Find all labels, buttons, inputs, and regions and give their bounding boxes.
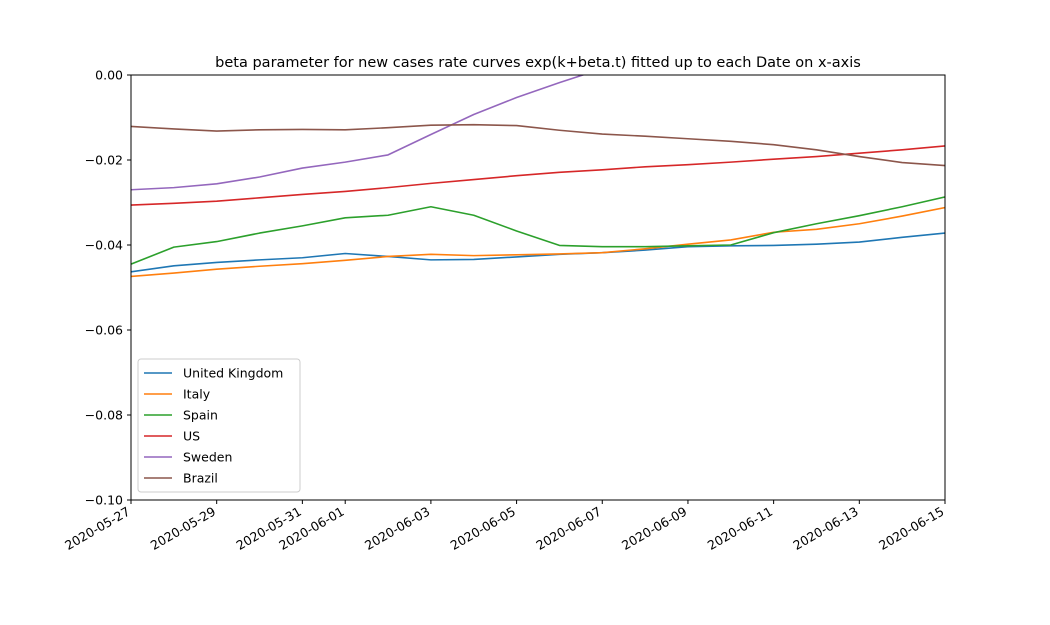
series-line-spain [131,196,945,265]
legend-label: US [183,429,200,444]
legend-label: Sweden [183,450,232,465]
series-line-united-kingdom [131,232,945,273]
x-tick-label: 2020-06-05 [448,504,518,553]
x-tick-label: 2020-06-11 [705,504,775,553]
y-tick-label: 0.00 [95,68,123,83]
legend-label: United Kingdom [183,366,283,381]
y-tick-label: −0.10 [85,493,123,508]
legend-box [137,358,301,493]
legend-label: Spain [183,408,218,423]
series-line-sweden [131,75,586,191]
x-tick-label: 2020-05-27 [62,504,132,553]
legend-label: Italy [183,387,211,402]
series-line-us [131,145,945,206]
x-tick-label: 2020-06-13 [790,504,860,553]
x-tick-label: 2020-06-09 [619,504,689,553]
x-tick-label: 2020-06-15 [876,504,946,553]
series-layer [131,75,945,278]
y-tick-label: −0.04 [85,238,123,253]
plot-frame [130,74,946,501]
y-tick-label: −0.06 [85,323,123,338]
legend-label: Brazil [183,471,218,486]
legend: United Kingdom Italy Spain US Sweden Brazil [137,358,301,493]
y-axis: 0.00 −0.02 −0.04 −0.06 −0.08 −0.10 [85,68,131,508]
x-tick-label: 2020-05-29 [148,504,218,553]
y-tick-label: −0.02 [85,153,123,168]
series-line-italy [131,206,945,278]
series-line-brazil [131,123,945,167]
x-axis: 2020-05-27 2020-05-29 2020-05-312020-06-01… [62,500,947,553]
y-tick-label: −0.08 [85,408,123,423]
x-tick-label: 2020-06-07 [533,504,603,553]
x-tick-label: 2020-06-03 [362,504,432,553]
chart-title: beta parameter for new cases rate curves… [215,55,861,71]
